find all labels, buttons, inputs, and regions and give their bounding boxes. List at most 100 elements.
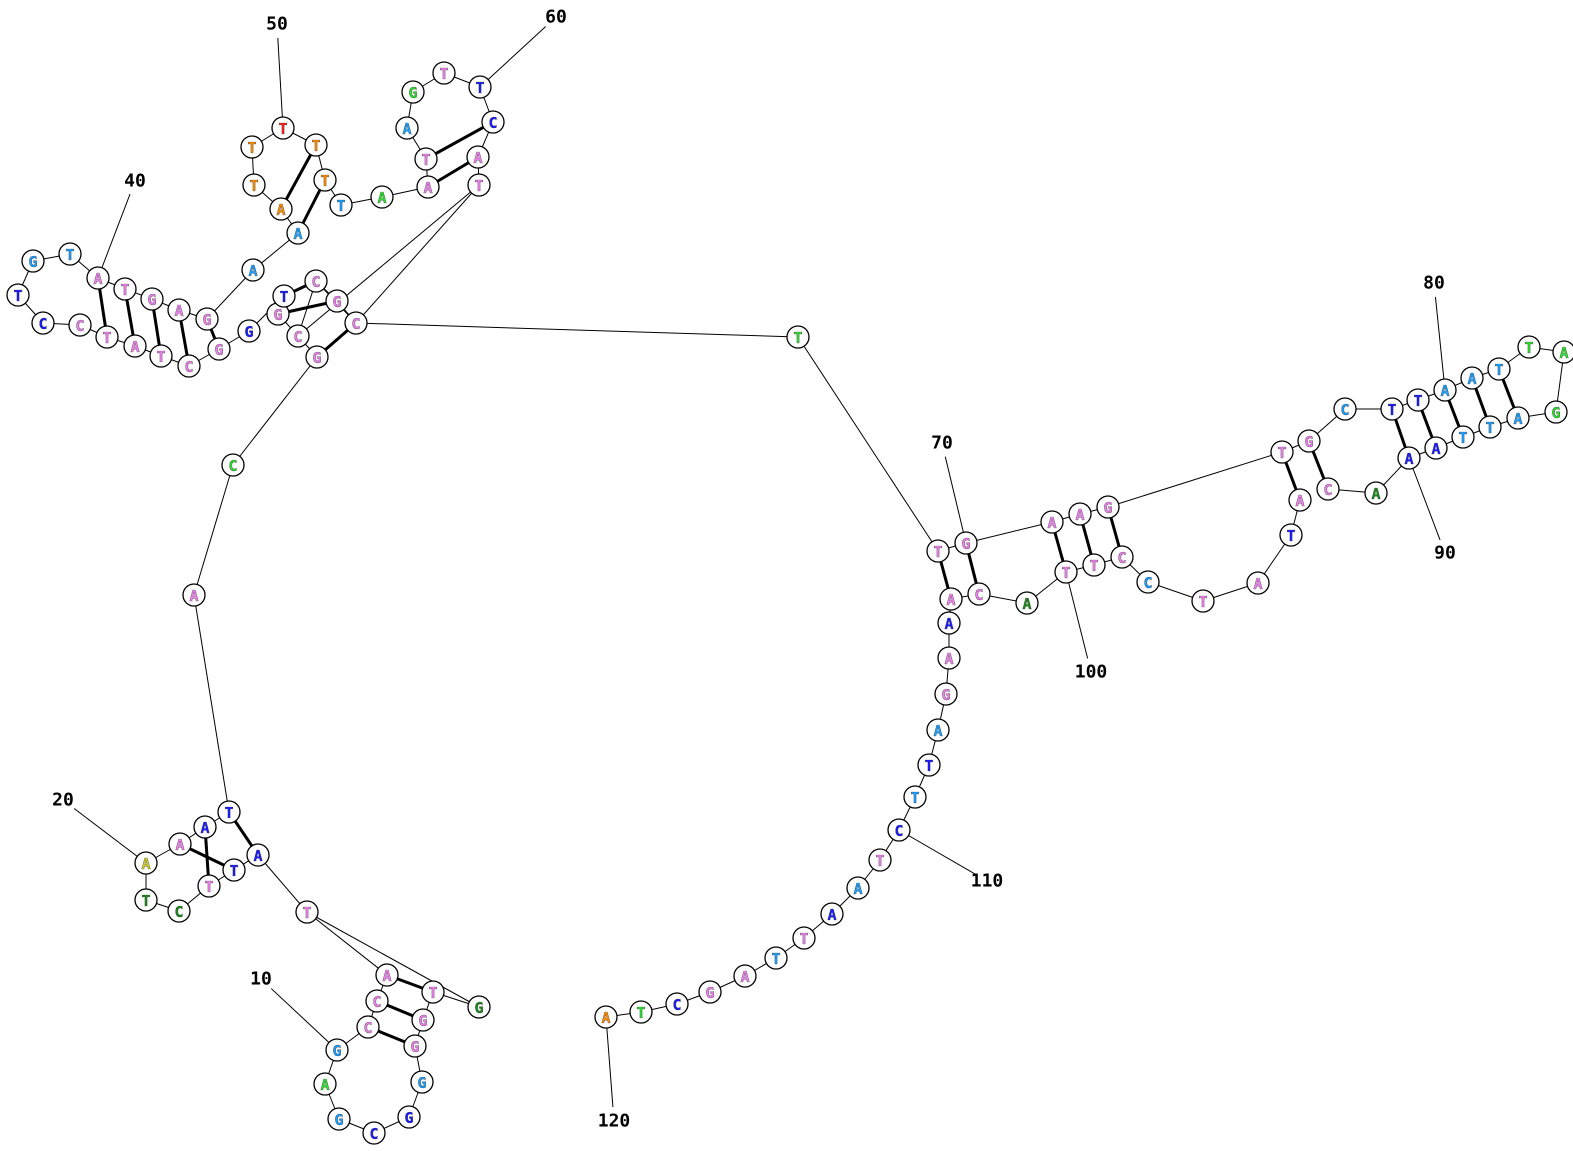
nucleotide-letter: T [439, 65, 448, 83]
index-tick-layer [73, 26, 1446, 1108]
nucleotide-circle [698, 980, 722, 1004]
backbone-segment [306, 911, 480, 1008]
nucleotide-57: A [416, 175, 440, 199]
nucleotide-letter: G [1551, 404, 1560, 422]
nucleotide-letter: T [204, 878, 213, 896]
backbone-segment [306, 911, 388, 976]
nucleotide-layer: AACCGAGCGGGGTGTATTCTAAATACGCGTGGCTATCCTG… [6, 61, 1573, 1145]
nucleotide-111: T [868, 848, 892, 872]
nucleotide-circle [327, 1107, 351, 1131]
nucleotide-93: A [1288, 488, 1312, 512]
nucleotide-circle [1517, 335, 1541, 359]
nucleotide-110: C [887, 818, 911, 842]
nucleotide-70: T [926, 539, 950, 563]
nucleotide-letter: G [961, 535, 970, 553]
nucleotide-14: G [467, 995, 491, 1019]
nucleotide-49: A [269, 197, 293, 221]
nucleotide-63: C [481, 110, 505, 134]
nucleotide-8: C [362, 1121, 386, 1145]
nucleotide-letter: G [202, 311, 211, 329]
nucleotide-98: C [1110, 545, 1134, 569]
nucleotide-letter: C [672, 996, 681, 1014]
nucleotide-letter: A [944, 650, 953, 668]
nucleotide-7: G [327, 1107, 351, 1131]
nucleotide-letter: A [423, 179, 432, 197]
nucleotide-letter: A [1371, 485, 1380, 503]
nucleotide-circle [401, 80, 425, 104]
nucleotide-letter: G [418, 1012, 427, 1030]
nucleotide-letter: T [336, 197, 345, 215]
nucleotide-letter: T [1413, 392, 1422, 410]
index-label-70: 70 [931, 433, 953, 454]
nucleotide-letter: C [1143, 574, 1152, 592]
nucleotide-circle [269, 197, 293, 221]
nucleotide-circle [362, 1121, 386, 1145]
nucleotide-letter: T [1524, 339, 1533, 357]
nucleotide-39: T [6, 283, 30, 307]
nucleotide-letter: G [474, 999, 483, 1017]
nucleotide-4: C [356, 1015, 380, 1039]
nucleotide-17: T [222, 858, 246, 882]
nucleotide-30: T [272, 284, 296, 308]
nucleotide-36: T [95, 325, 119, 349]
nucleotide-103: A [939, 587, 963, 611]
nucleotide-115: T [764, 946, 788, 970]
nucleotide-circle [1544, 400, 1568, 424]
nucleotide-letter: G [312, 349, 321, 367]
nucleotide-41: T [58, 242, 82, 266]
nucleotide-circle [403, 1034, 427, 1058]
backbone-segment [965, 521, 1053, 544]
nucleotide-letter: G [273, 306, 282, 324]
nucleotide-letter: G [332, 1042, 341, 1060]
base-pair-bond [425, 120, 494, 161]
nucleotide-circle [1110, 545, 1134, 569]
index-label-90: 90 [1434, 543, 1456, 564]
nucleotide-letter: C [75, 317, 84, 335]
nucleotide-13: T [421, 980, 445, 1004]
nucleotide-73: A [1068, 502, 1092, 526]
nucleotide-108: T [917, 753, 941, 777]
nucleotide-letter: T [1494, 361, 1503, 379]
nucleotide-23: A [193, 815, 217, 839]
nucleotide-circle [221, 453, 245, 477]
nucleotide-letter: T [302, 904, 311, 922]
nucleotide-66: C [304, 269, 328, 293]
nucleotide-letter: T [13, 287, 22, 305]
nucleotide-circle [414, 147, 438, 171]
nucleotide-circle [1406, 388, 1430, 412]
nucleotide-40: G [21, 249, 45, 273]
nucleotide-letter: A [320, 1076, 329, 1094]
backbone-segment [257, 854, 308, 913]
nucleotide-letter: T [475, 79, 484, 97]
nucleotide-letter: C [369, 1125, 378, 1143]
nucleotide-circle [1424, 436, 1448, 460]
nucleotide-circle [1316, 477, 1340, 501]
nucleotide-circle [286, 324, 310, 348]
nucleotide-62: T [468, 75, 492, 99]
nucleotide-85: G [1544, 400, 1568, 424]
nucleotide-circle [764, 946, 788, 970]
nucleotide-letter: G [332, 293, 341, 311]
nucleotide-circle [304, 133, 328, 157]
nucleotide-circle [432, 61, 456, 85]
nucleotide-letter: A [1440, 382, 1449, 400]
nucleotide-circle [1288, 488, 1312, 512]
base-pair-bond [279, 144, 318, 210]
nucleotide-letter: T [141, 892, 150, 910]
nucleotide-60: G [401, 80, 425, 104]
nucleotide-20: T [134, 888, 158, 912]
nucleotide-circle [222, 858, 246, 882]
nucleotide-letter: T [1286, 527, 1295, 545]
nucleotide-letter: C [38, 315, 47, 333]
nucleotide-letter: T [249, 177, 258, 195]
nucleotide-letter: A [946, 591, 955, 609]
nucleotide-letter: G [147, 291, 156, 309]
nucleotide-circle [325, 1038, 349, 1062]
nucleotide-96: T [1191, 589, 1215, 613]
nucleotide-letter: A [253, 847, 262, 865]
nucleotide-circle [397, 1105, 421, 1129]
nucleotide-117: G [698, 980, 722, 1004]
nucleotide-letter: A [1431, 440, 1440, 458]
nucleotide-letter: A [377, 189, 386, 207]
nucleotide-letter: C [351, 315, 360, 333]
